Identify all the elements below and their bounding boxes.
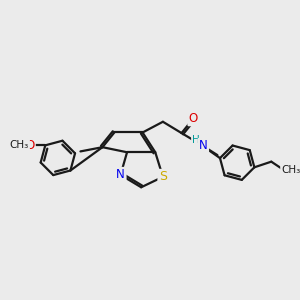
Text: CH₃: CH₃ bbox=[9, 140, 28, 150]
Text: H: H bbox=[192, 135, 200, 145]
Text: N: N bbox=[116, 168, 125, 181]
Text: N: N bbox=[199, 139, 208, 152]
Text: S: S bbox=[159, 170, 167, 183]
Text: N: N bbox=[116, 168, 125, 181]
Text: CH₃: CH₃ bbox=[281, 165, 300, 175]
Text: O: O bbox=[189, 112, 198, 125]
Text: O: O bbox=[25, 139, 34, 152]
